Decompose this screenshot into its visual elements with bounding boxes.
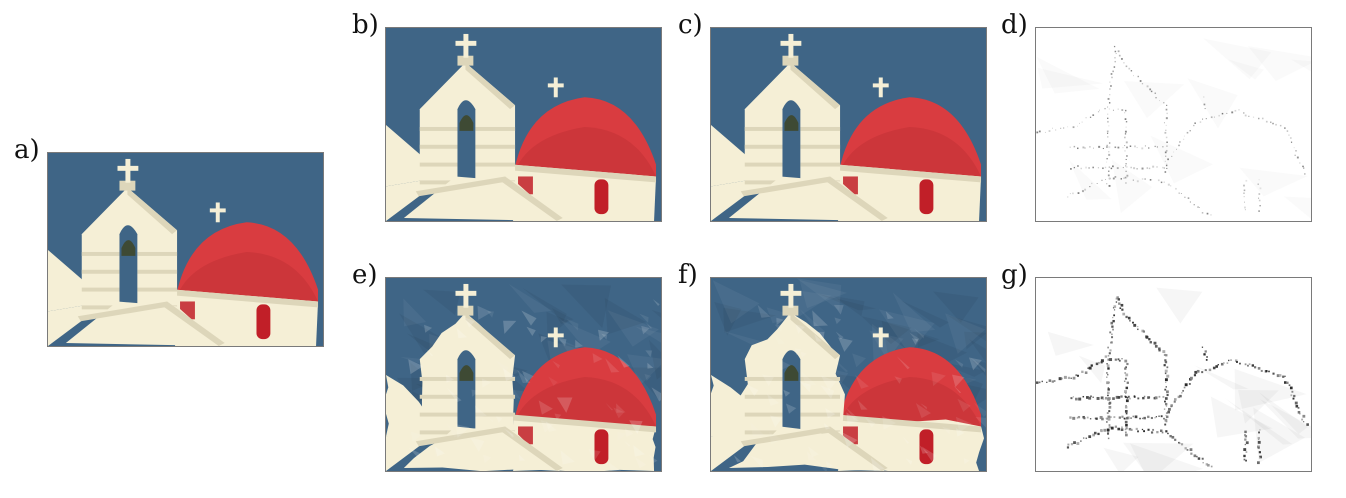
- panel-label-a: a): [14, 135, 40, 165]
- panel-label-b: b): [352, 10, 379, 40]
- panel-g-error-map: [1035, 277, 1312, 472]
- panel-e-faceted-image: [385, 277, 662, 472]
- church-image: [711, 28, 986, 221]
- panel-b-smoothed-image: [385, 27, 662, 222]
- panel-label-e: e): [352, 260, 378, 290]
- church-image: [386, 278, 661, 471]
- panel-c-smoothed-image: [710, 27, 987, 222]
- church-image: [386, 28, 661, 221]
- church-image: [711, 278, 986, 471]
- panel-f-faceted-image: [710, 277, 987, 472]
- panel-a-original-image: [47, 152, 324, 347]
- church-image: [48, 153, 323, 346]
- panel-d-error-map: [1035, 27, 1312, 222]
- panel-label-g: g): [1001, 260, 1028, 290]
- panel-label-f: f): [678, 260, 698, 290]
- panel-label-c: c): [678, 10, 703, 40]
- error-map-image: [1036, 28, 1311, 221]
- error-map-image: [1036, 278, 1311, 471]
- panel-label-d: d): [1001, 10, 1028, 40]
